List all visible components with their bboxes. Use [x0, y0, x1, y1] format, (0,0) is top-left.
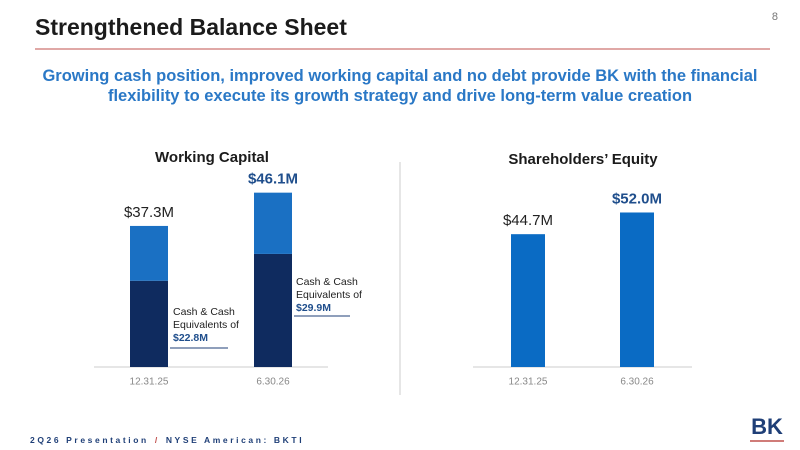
- bar-segment: [130, 280, 168, 367]
- value-label: $22.8M: [173, 332, 209, 344]
- label-joiner: of: [230, 319, 239, 331]
- total-label: $46.1M: [248, 171, 298, 188]
- subtitle: Growing cash position, improved working …: [42, 67, 758, 105]
- page-number: 8: [772, 11, 778, 23]
- footer-separator: /: [155, 435, 160, 445]
- value-label: $44.7M: [503, 212, 553, 229]
- footer-right: NYSE American: BKTI: [166, 435, 304, 445]
- chart-title: Working Capital: [155, 149, 269, 166]
- footer-left: 2Q26 Presentation: [30, 435, 149, 445]
- value-label: $29.9M: [296, 302, 332, 314]
- label-joiner: of: [353, 289, 362, 301]
- bar-segment: [254, 253, 292, 367]
- annotation: Cash & Cash Equivalents of $22.8M: [173, 306, 243, 345]
- x-tick-label: 12.31.25: [509, 377, 548, 388]
- value-label: $52.0M: [612, 190, 662, 207]
- x-tick-label: 6.30.26: [620, 377, 654, 388]
- logo: BK: [751, 414, 783, 439]
- bar: [620, 212, 654, 367]
- series-name: Cash & Cash Equivalents: [296, 276, 358, 301]
- bar: [511, 234, 545, 367]
- x-tick-label: 12.31.25: [130, 377, 169, 388]
- bar-segment: [254, 192, 292, 254]
- annotation: Cash & Cash Equivalents of $29.9M: [296, 276, 366, 315]
- x-tick-label: 6.30.26: [256, 377, 290, 388]
- total-label: $37.3M: [124, 204, 174, 221]
- footer: 2Q26 Presentation / NYSE American: BKTI: [30, 435, 304, 445]
- bar-segment: [130, 225, 168, 281]
- chart-title: Shareholders’ Equity: [508, 151, 658, 168]
- slide-title: Strengthened Balance Sheet: [35, 14, 347, 40]
- series-name: Cash & Cash Equivalents: [173, 306, 235, 331]
